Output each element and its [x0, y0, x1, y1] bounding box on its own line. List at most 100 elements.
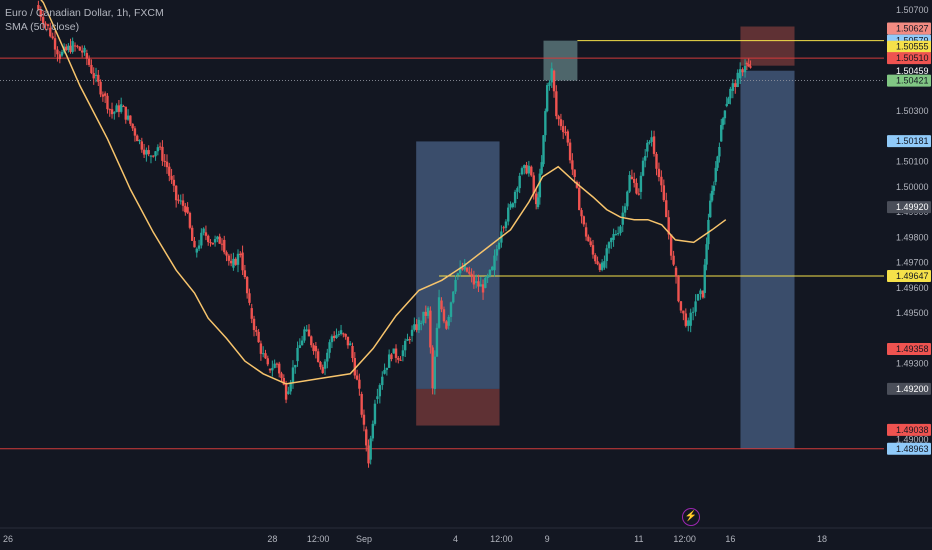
candle-body: [582, 216, 586, 225]
candle-body: [378, 385, 382, 397]
candle-body: [346, 336, 350, 346]
candle-body: [117, 105, 121, 112]
symbol-title[interactable]: Euro / Canadian Dollar, 1h, FXCM: [5, 7, 164, 19]
candle-body: [534, 193, 538, 205]
candle-body: [682, 310, 685, 314]
candle-body: [660, 176, 663, 186]
trade-zones: [416, 26, 795, 449]
candle-body: [115, 105, 118, 113]
time-tick-label: 9: [545, 534, 550, 544]
candle-body: [493, 255, 496, 271]
candle-body: [417, 319, 421, 331]
candle-body: [303, 329, 306, 341]
candle-body: [305, 329, 308, 331]
candle-body: [351, 345, 354, 359]
candle-body: [502, 227, 505, 229]
price-tag-label: 1.49358: [896, 344, 929, 354]
candle-body: [220, 243, 224, 245]
candle-body: [705, 244, 708, 265]
price-tag: [887, 270, 931, 283]
candle-body: [337, 334, 340, 336]
candle-body: [296, 347, 299, 362]
price-tick-label: 1.49800: [896, 232, 929, 242]
candle-body: [552, 70, 556, 92]
horizontal-levels: [0, 40, 884, 450]
time-tick-label: 28: [267, 534, 277, 544]
candle-body: [113, 112, 116, 114]
candle-body: [202, 228, 205, 233]
candle-body: [154, 151, 157, 157]
candle-body: [147, 150, 150, 155]
candle-body: [73, 45, 77, 47]
candle-body: [259, 343, 263, 354]
candle-body: [571, 160, 574, 170]
indicator-label[interactable]: SMA (50, close): [5, 21, 80, 33]
candle-body: [275, 363, 279, 365]
candle-body: [392, 348, 395, 354]
candle-body: [69, 45, 72, 52]
candle-body: [362, 414, 366, 425]
candle-body: [578, 187, 581, 211]
candle-body: [699, 290, 702, 295]
candle-body: [694, 301, 697, 312]
candle-body: [523, 165, 526, 169]
candle-body: [598, 264, 602, 270]
candle-body: [371, 423, 375, 439]
candle-body: [639, 175, 643, 192]
price-tag-label: 1.50579: [896, 36, 929, 46]
candle-body: [131, 123, 134, 129]
candle-body: [413, 324, 416, 330]
candle-body: [557, 116, 560, 120]
time-tick-label: 12:00: [490, 534, 513, 544]
candle-body: [250, 308, 253, 319]
candle-body: [422, 311, 425, 323]
candle-body: [255, 330, 258, 332]
lightning-bolt-icon[interactable]: ⚡: [682, 508, 700, 526]
candle-body: [294, 364, 297, 368]
candle-body: [204, 232, 208, 236]
candle-body: [140, 141, 144, 150]
short-stop-zone: [740, 26, 795, 66]
price-tag: [887, 442, 931, 455]
candle-body: [504, 221, 508, 228]
candle-body: [92, 73, 95, 79]
candle-body: [264, 353, 267, 359]
candle-body: [252, 318, 256, 331]
candle-body: [261, 353, 265, 355]
candle-body: [736, 72, 739, 87]
candle-body: [749, 66, 752, 68]
time-axis[interactable]: 26 28 12:00 Sep 4 12:00 9 11 12:00 16 18: [0, 527, 932, 544]
candle-body: [667, 217, 670, 235]
candle-body: [90, 64, 93, 74]
candle-body: [248, 293, 251, 303]
candle-body: [474, 281, 478, 283]
candle-body: [603, 261, 606, 268]
candle-body: [689, 312, 692, 326]
candle-body: [181, 200, 185, 206]
candle-body: [126, 115, 130, 120]
candle-body: [461, 267, 464, 270]
candle-body: [449, 302, 453, 317]
candle-body: [747, 64, 750, 67]
candle-body: [152, 155, 155, 157]
price-tag-label: 1.49647: [896, 271, 929, 281]
candle-body: [426, 307, 430, 316]
candle-body: [266, 358, 269, 365]
candle-body: [727, 98, 730, 104]
price-tag: [887, 64, 931, 77]
candle-body: [353, 358, 356, 376]
candle-body: [628, 175, 631, 192]
candle-body: [209, 242, 212, 244]
candle-body: [355, 375, 359, 380]
candle-body: [497, 242, 501, 250]
candle-body: [477, 281, 480, 287]
candle-body: [149, 155, 153, 157]
candle-body: [573, 169, 576, 177]
candle-body: [373, 403, 377, 424]
candle-body: [591, 245, 595, 255]
candle-body: [429, 310, 432, 348]
candle-body: [440, 300, 443, 310]
candle-body: [488, 269, 492, 276]
long-target-zone: [416, 141, 500, 389]
